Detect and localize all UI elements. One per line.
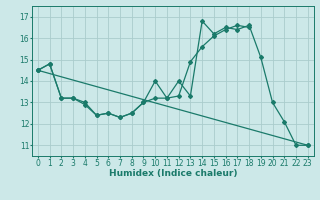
- X-axis label: Humidex (Indice chaleur): Humidex (Indice chaleur): [108, 169, 237, 178]
